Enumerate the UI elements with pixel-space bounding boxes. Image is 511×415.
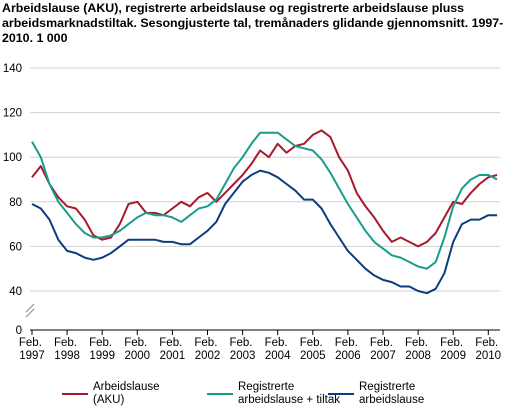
x-tick-label: Feb. 2007 bbox=[370, 337, 396, 362]
legend-label: Registrerte arbeidslause bbox=[359, 381, 425, 406]
legend: Arbeidslause (AKU) Registrerte arbeidslau… bbox=[0, 376, 511, 412]
x-tick-label: Feb. 1997 bbox=[19, 337, 45, 362]
x-tick-label: Feb. 2002 bbox=[194, 337, 220, 362]
x-tick-label: Feb. 2009 bbox=[440, 337, 466, 362]
legend-item: Registrerte arbeidslause bbox=[328, 376, 434, 412]
legend-swatch bbox=[207, 393, 233, 395]
x-tick-label: Feb. 2008 bbox=[405, 337, 431, 362]
axis-break bbox=[25, 303, 35, 313]
legend-item: Registrerte arbeidslause + tiltak bbox=[207, 376, 358, 412]
y-tick-label: 0 bbox=[16, 325, 22, 337]
y-tick-label: 40 bbox=[9, 286, 22, 298]
series-line bbox=[31, 129, 498, 248]
x-tick-label: Feb. 2004 bbox=[265, 337, 291, 362]
legend-label: Registrerte arbeidslause + tiltak bbox=[238, 381, 340, 406]
x-tick-label: Feb. 1999 bbox=[89, 337, 115, 362]
legend-swatch bbox=[328, 393, 354, 395]
y-tick-label: 80 bbox=[9, 197, 22, 209]
series-line bbox=[31, 169, 498, 295]
x-tick-label: Feb. 2003 bbox=[229, 337, 255, 362]
x-tick-label: Feb. 1998 bbox=[54, 337, 80, 362]
legend-swatch bbox=[62, 393, 88, 395]
y-tick-label: 140 bbox=[3, 63, 22, 75]
x-tick-label: Feb. 2005 bbox=[300, 337, 326, 362]
chart-title: Arbeidslause (AKU), registrerte arbeidsl… bbox=[2, 1, 504, 45]
y-tick-label: 120 bbox=[3, 108, 22, 120]
axis-break bbox=[25, 308, 35, 318]
x-tick-label: Feb. 2006 bbox=[335, 337, 361, 362]
x-tick-label: Feb. 2001 bbox=[159, 337, 185, 362]
legend-item: Arbeidslause (AKU) bbox=[62, 376, 165, 412]
legend-label: Arbeidslause (AKU) bbox=[93, 381, 160, 406]
y-tick-label: 100 bbox=[3, 152, 22, 164]
x-tick-label: Feb. 2000 bbox=[124, 337, 150, 362]
x-tick-label: Feb. 2010 bbox=[475, 337, 501, 362]
y-tick-label: 60 bbox=[9, 241, 22, 253]
series-line bbox=[31, 131, 498, 270]
